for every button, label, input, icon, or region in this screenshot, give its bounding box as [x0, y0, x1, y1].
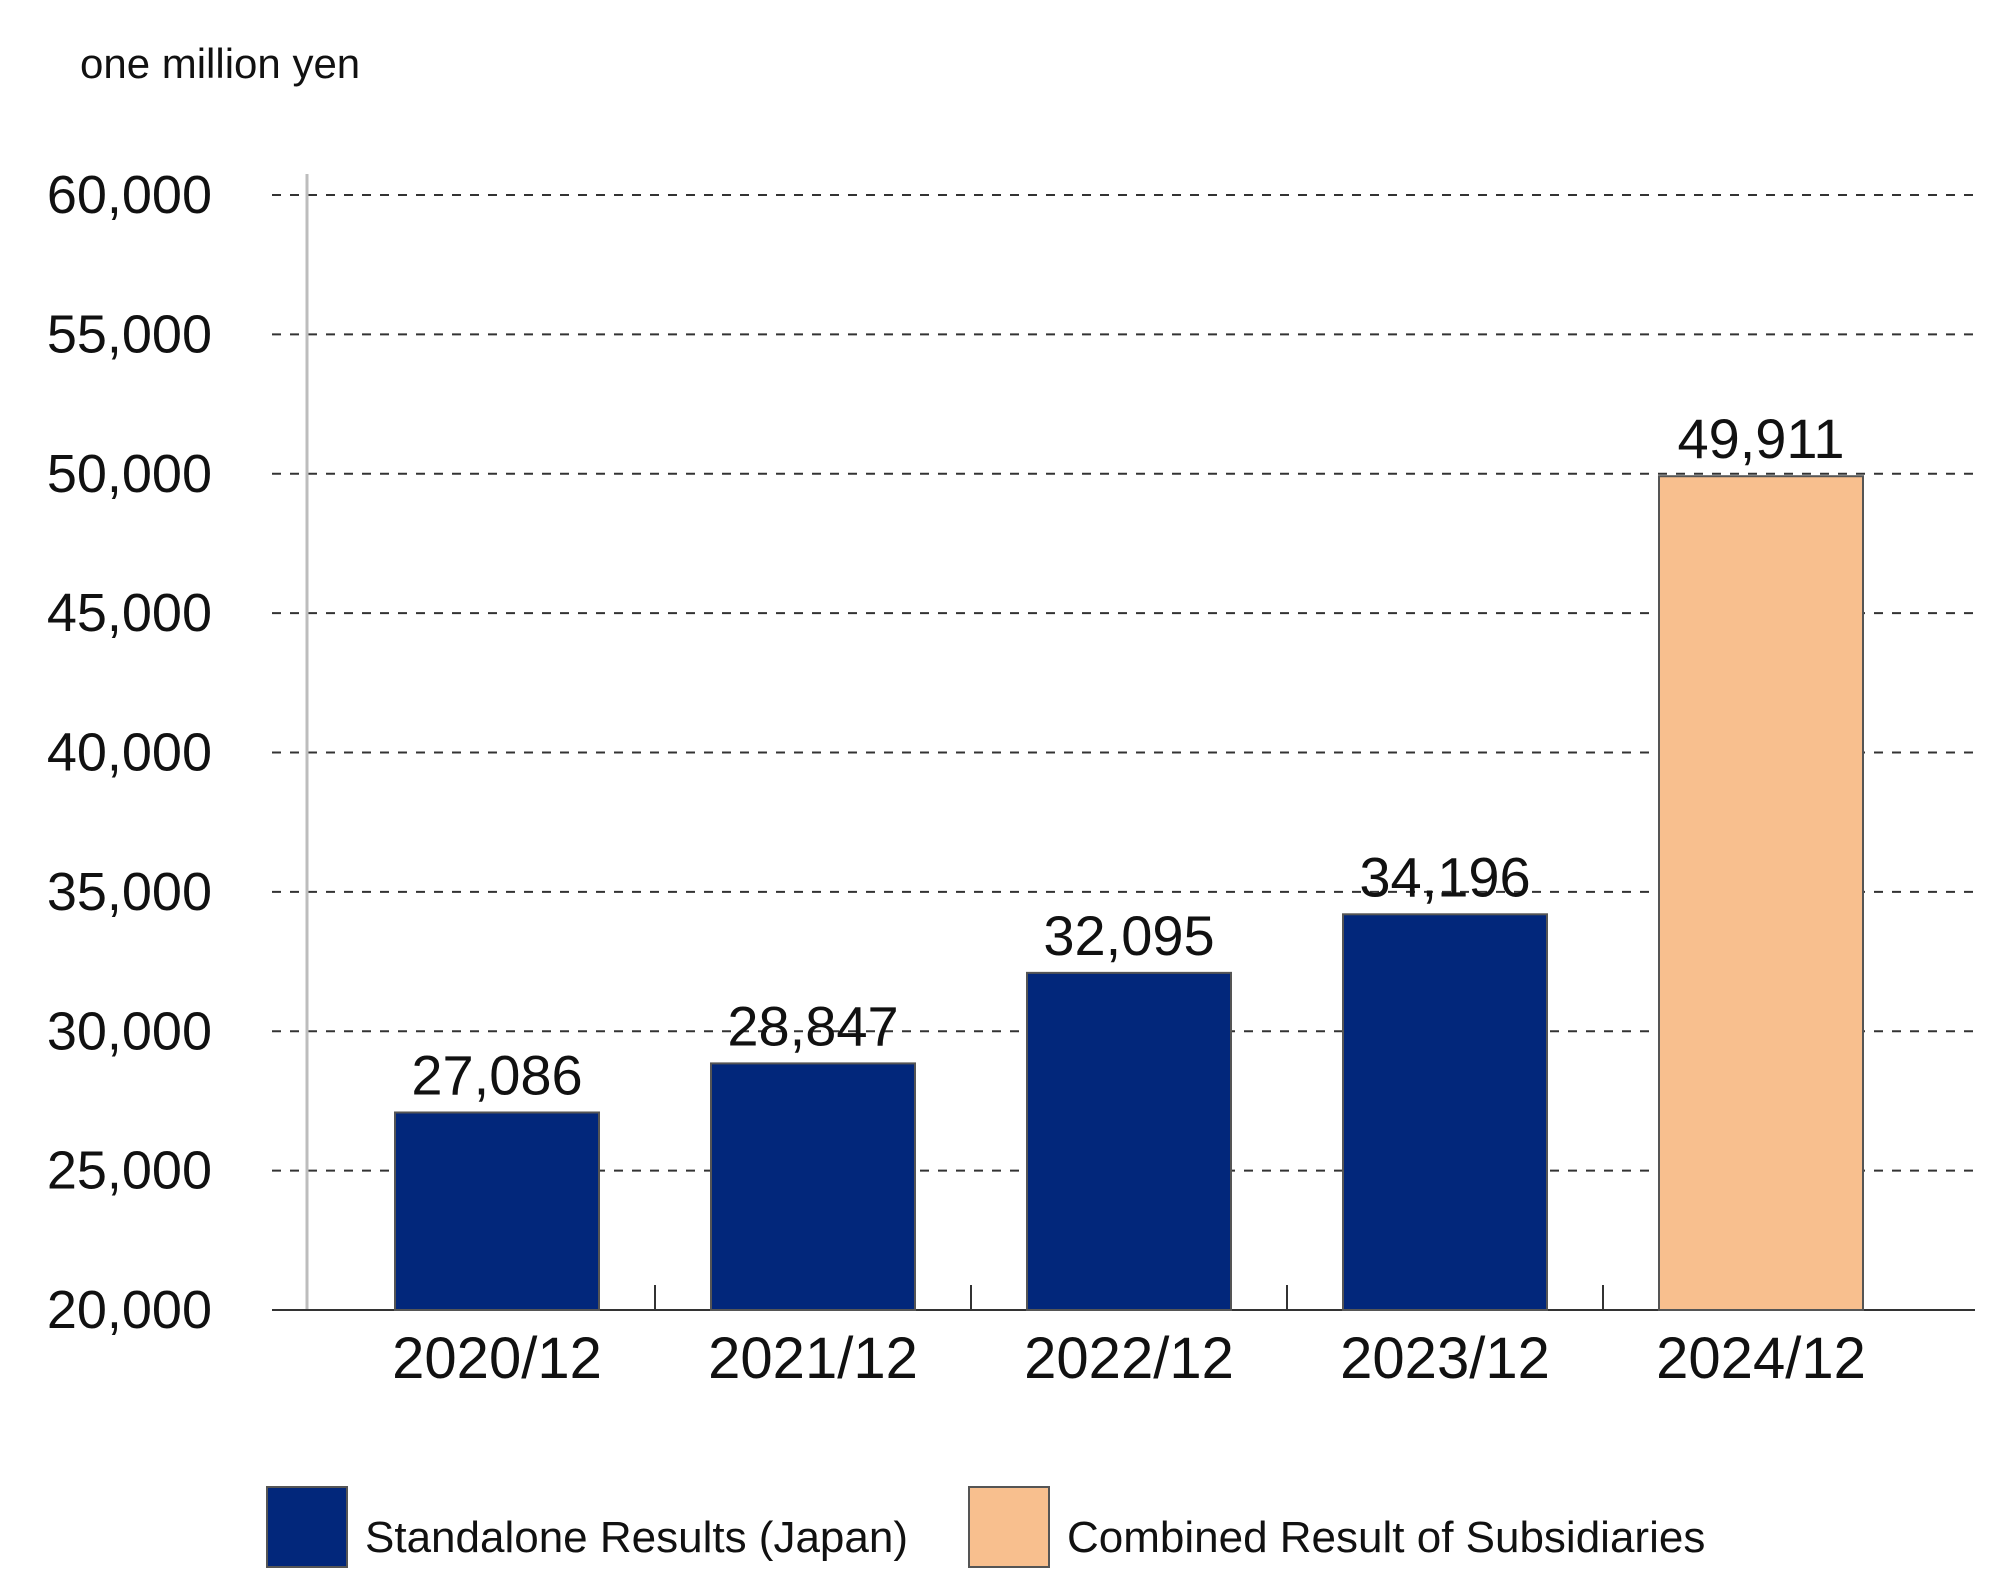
x-tick-label: 2020/12	[392, 1326, 602, 1391]
legend-label: Combined Result of Subsidiaries	[1067, 1513, 1705, 1562]
data-label: 32,095	[1043, 904, 1214, 967]
y-tick-label: 20,000	[47, 1280, 212, 1340]
legend-label: Standalone Results (Japan)	[365, 1513, 908, 1562]
data-label: 49,911	[1677, 407, 1844, 470]
unit-label: one million yen	[80, 40, 360, 87]
bars: 27,086 2020/12 28,847 2021/12 32,095 2022/12 3…	[392, 407, 1866, 1391]
y-tick-label: 35,000	[47, 862, 212, 922]
y-tick-label: 25,000	[47, 1141, 212, 1201]
y-axis-ticks: 20,000 25,000 30,000 35,000 40,000 45,000 50,0…	[47, 165, 212, 1340]
bar	[1658, 475, 1864, 1311]
data-label: 34,196	[1359, 845, 1530, 908]
legend: Standalone Results (Japan) Combined Resul…	[266, 1486, 1705, 1568]
x-tick-label: 2021/12	[708, 1326, 918, 1391]
data-label: 27,086	[411, 1043, 582, 1106]
x-tick-label: 2023/12	[1340, 1326, 1550, 1391]
bar	[1026, 971, 1232, 1311]
bar	[710, 1062, 916, 1312]
y-tick-label: 30,000	[47, 1001, 212, 1061]
x-tick-label: 2022/12	[1024, 1326, 1234, 1391]
bar	[1342, 913, 1548, 1311]
legend-swatch	[266, 1486, 348, 1568]
y-tick-label: 55,000	[47, 304, 212, 364]
legend-swatch	[968, 1486, 1050, 1568]
y-tick-label: 40,000	[47, 723, 212, 783]
x-tick-label: 2024/12	[1656, 1326, 1866, 1391]
data-label: 28,847	[727, 994, 898, 1057]
y-tick-label: 50,000	[47, 444, 212, 504]
x-axis-ticks	[654, 1285, 1604, 1310]
y-tick-label: 45,000	[47, 583, 212, 643]
y-tick-label: 60,000	[47, 165, 212, 225]
bar	[394, 1111, 600, 1312]
